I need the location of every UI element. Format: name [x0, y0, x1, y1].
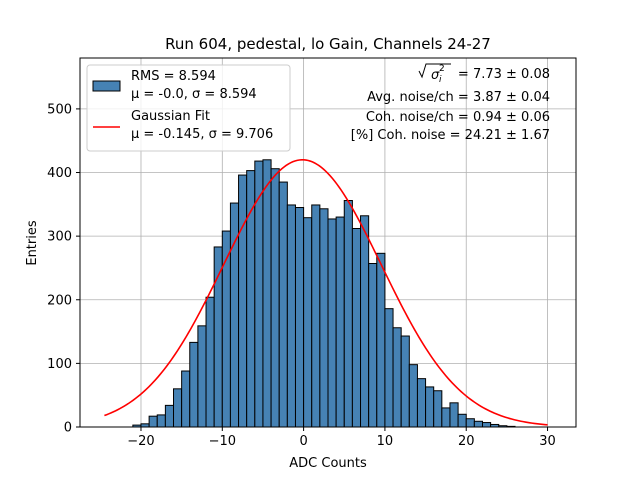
histogram-bar — [465, 418, 475, 428]
legend-box — [86, 64, 291, 152]
histogram-bar — [278, 181, 288, 428]
coh-noise-text: Coh. noise/ch = 0.94 ± 0.06 — [366, 110, 550, 125]
histogram-bar — [246, 170, 256, 428]
histogram-bar — [433, 390, 443, 428]
histogram-bar — [351, 228, 362, 428]
x-tick-label: 10 — [377, 434, 394, 449]
histogram-bar — [294, 207, 305, 428]
histogram-bar — [205, 296, 215, 428]
histogram-bar — [416, 378, 427, 428]
histogram-bar — [327, 218, 337, 428]
histogram-bar — [408, 364, 418, 428]
plot-frame — [79, 57, 577, 428]
x-tick-label: −20 — [127, 434, 154, 449]
total-noise-value: = 7.73 ± 0.08 — [458, 67, 550, 82]
legend-patch-swatch — [92, 80, 121, 92]
histogram-bar — [262, 159, 272, 428]
histogram-bar — [303, 217, 313, 428]
y-tick-label: 300 — [47, 230, 72, 245]
y-tick-label: 200 — [47, 293, 72, 308]
x-axis-label: ADC Counts — [289, 456, 367, 471]
histogram-bar — [360, 215, 370, 428]
bars-layer — [132, 159, 516, 428]
x-tick-label: 30 — [539, 434, 556, 449]
x-tick-label: 20 — [458, 434, 475, 449]
histogram-bar — [441, 407, 451, 428]
histogram-bar — [189, 341, 199, 428]
histogram-bar — [425, 386, 435, 428]
svg-text:2: 2 — [439, 64, 445, 74]
histogram-bar — [392, 327, 402, 428]
histogram-bar — [335, 216, 345, 428]
histogram-bar — [457, 413, 467, 428]
gaussian-fit-curve — [104, 159, 548, 426]
legend-fit-params: μ = -0.145, σ = 9.706 — [131, 127, 273, 142]
y-tick-label: 500 — [47, 102, 72, 117]
coh-noise-percent-text: [%] Coh. noise = 24.21 ± 1.67 — [351, 128, 550, 143]
histogram-bar — [148, 415, 158, 428]
avg-noise-text: Avg. noise/ch = 3.87 ± 0.04 — [367, 90, 550, 105]
histogram-bar — [238, 174, 248, 428]
svg-text:i: i — [439, 75, 442, 85]
x-tick-label: −10 — [209, 434, 236, 449]
legend-fit-label: Gaussian Fit — [131, 109, 210, 124]
y-axis-label: Entries — [25, 220, 40, 266]
y-tick-label: 0 — [64, 421, 72, 436]
histogram-bar — [481, 422, 492, 428]
legend-rms-params: μ = -0.0, σ = 8.594 — [131, 87, 257, 102]
svg-text:σ: σ — [431, 68, 440, 83]
histogram-bar — [181, 370, 191, 428]
histogram-bar — [173, 388, 183, 428]
histogram-bar — [319, 208, 329, 428]
histogram-bar — [343, 200, 353, 428]
legend: RMS = 8.594 μ = -0.0, σ = 8.594 Gaussian… — [86, 64, 291, 152]
histogram-bar — [376, 252, 386, 428]
histogram-bar — [270, 168, 280, 428]
chart-title: Run 604, pedestal, lo Gain, Channels 24-… — [165, 35, 491, 53]
histogram-bar — [286, 204, 296, 428]
total-noise-symbol: σ 2 i — [418, 63, 451, 85]
y-tick-label: 400 — [47, 166, 72, 181]
histogram-bar — [197, 325, 207, 428]
histogram-bar — [156, 414, 166, 428]
histogram-bar — [368, 262, 378, 428]
histogram-bar — [311, 204, 321, 428]
histogram-bar — [473, 420, 483, 428]
histogram-bar — [400, 335, 410, 428]
y-tick-label: 100 — [47, 357, 72, 372]
histogram-bar — [164, 404, 175, 428]
histogram-bar — [449, 402, 459, 428]
histogram-bar — [384, 308, 394, 428]
noise-annotations: σ 2 i = 7.73 ± 0.08 Avg. noise/ch = 3.87… — [351, 63, 550, 143]
legend-rms-label: RMS = 8.594 — [131, 69, 216, 84]
x-tick-label: 0 — [299, 434, 307, 449]
